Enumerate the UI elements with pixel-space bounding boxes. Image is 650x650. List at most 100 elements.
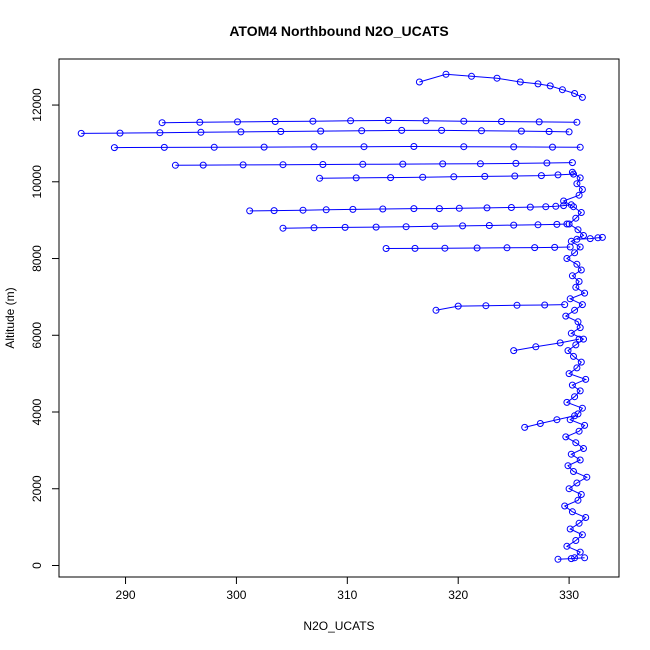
data-point	[549, 143, 556, 151]
data-point	[563, 220, 571, 228]
data-point	[575, 191, 583, 199]
data-point	[309, 117, 317, 125]
data-point	[454, 302, 462, 310]
data-point	[563, 398, 571, 406]
data-point	[543, 159, 551, 167]
data-point	[482, 302, 490, 310]
series-6	[110, 143, 584, 152]
data-point	[574, 226, 582, 234]
data-point	[419, 173, 427, 181]
data-point	[562, 312, 570, 320]
data-point	[271, 118, 279, 125]
data-point	[594, 234, 602, 242]
series-2	[279, 220, 571, 232]
data-point	[568, 381, 576, 389]
series-line	[576, 236, 603, 240]
data-point	[387, 174, 395, 182]
x-tick-label: 330	[559, 588, 579, 602]
data-point	[239, 161, 247, 169]
data-point	[537, 172, 545, 180]
data-point	[410, 143, 418, 150]
data-point	[455, 204, 463, 212]
data-point	[565, 485, 573, 493]
data-point	[553, 220, 561, 228]
x-tick-label: 320	[448, 588, 468, 602]
data-point	[503, 244, 511, 252]
data-point	[439, 160, 447, 168]
data-point	[577, 209, 585, 216]
data-point	[581, 421, 589, 429]
data-point	[571, 393, 579, 401]
data-point	[558, 86, 566, 94]
data-point	[576, 174, 584, 182]
x-tick-label: 300	[226, 588, 246, 602]
data-point	[510, 221, 518, 229]
data-point	[277, 128, 285, 135]
data-point	[580, 445, 587, 452]
data-point	[575, 278, 583, 285]
data-point	[576, 243, 584, 251]
data-point	[442, 70, 450, 78]
data-point	[431, 222, 439, 230]
series-12	[521, 412, 579, 431]
data-point	[483, 204, 491, 212]
y-tick-label: 4000	[30, 398, 44, 425]
data-point	[411, 244, 419, 252]
data-point	[379, 205, 387, 213]
data-point	[435, 205, 443, 213]
data-point	[561, 301, 569, 309]
data-point	[578, 93, 586, 101]
data-point	[568, 272, 576, 280]
data-point	[310, 143, 318, 151]
data-point	[322, 206, 330, 214]
data-point	[410, 205, 418, 213]
data-point	[210, 143, 218, 151]
series-3	[382, 243, 574, 252]
data-point	[572, 214, 580, 222]
data-point	[77, 129, 85, 137]
data-point	[532, 343, 540, 351]
data-point	[565, 128, 573, 136]
data-point	[316, 174, 324, 182]
series-0	[560, 168, 591, 562]
data-point	[573, 118, 581, 126]
data-point	[535, 118, 543, 126]
data-point	[577, 358, 585, 366]
series-line	[282, 223, 567, 229]
data-point	[199, 161, 207, 169]
data-point	[349, 205, 357, 213]
data-point	[485, 222, 493, 229]
data-point	[578, 301, 586, 309]
x-tick-label: 310	[337, 588, 357, 602]
data-point	[580, 335, 587, 343]
series-11	[510, 335, 583, 355]
data-point	[510, 143, 518, 151]
data-point	[196, 118, 204, 126]
data-point	[565, 370, 573, 378]
y-tick-label: 8000	[30, 245, 44, 272]
data-point	[581, 289, 589, 297]
data-point	[572, 439, 580, 447]
data-point	[116, 129, 124, 137]
data-point	[468, 72, 475, 80]
data-point	[578, 404, 586, 412]
data-point	[372, 223, 380, 231]
data-point	[572, 537, 580, 544]
series-line	[81, 129, 570, 134]
data-point	[545, 128, 553, 135]
data-point	[578, 186, 586, 193]
data-series	[77, 70, 606, 563]
data-point	[110, 144, 118, 152]
y-axis-label: Altitude (m)	[3, 287, 17, 348]
data-point	[576, 324, 584, 332]
data-point	[551, 243, 559, 251]
data-point	[358, 127, 366, 135]
data-point	[399, 160, 407, 168]
data-point	[573, 180, 581, 188]
data-point	[197, 128, 205, 136]
data-point	[473, 244, 481, 252]
data-point	[270, 207, 278, 215]
data-point	[279, 161, 287, 169]
data-point	[571, 306, 579, 314]
data-point	[575, 335, 583, 343]
